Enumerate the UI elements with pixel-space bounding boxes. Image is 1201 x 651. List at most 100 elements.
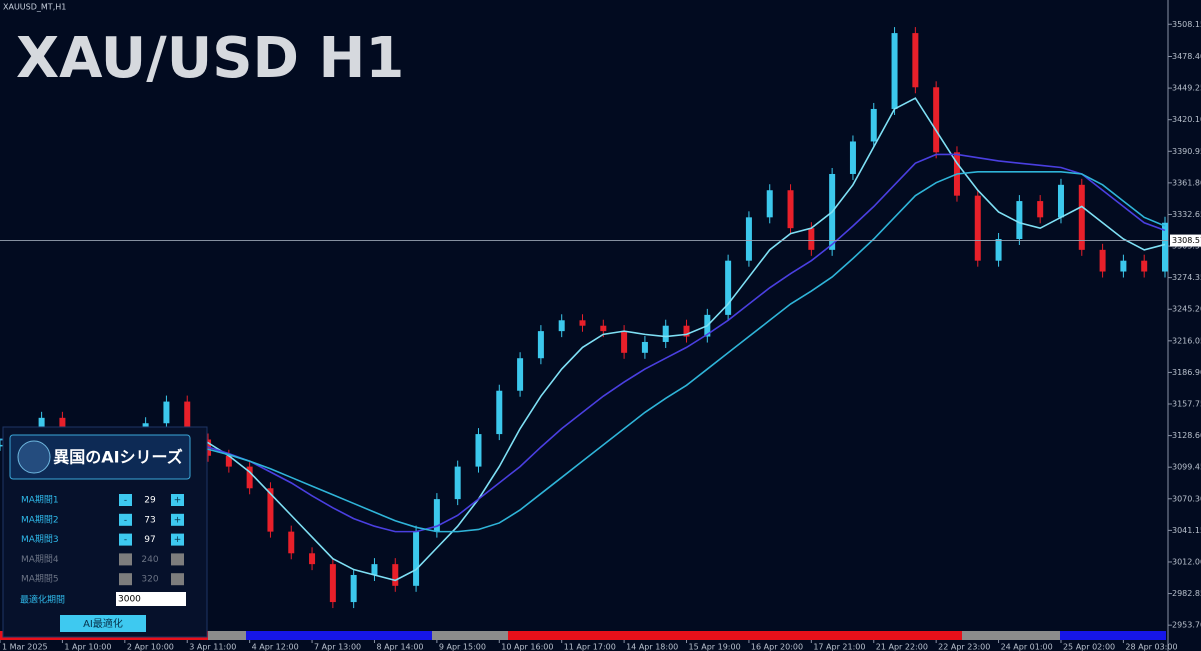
x-tick-label: 8 Apr 14:00 xyxy=(376,643,423,651)
band xyxy=(208,631,246,640)
x-tick-label: 1 Apr 10:00 xyxy=(64,643,111,651)
x-tick-label: 4 Apr 12:00 xyxy=(252,643,299,651)
candle-body xyxy=(454,466,461,500)
candle-body xyxy=(1037,201,1044,218)
x-tick-label: 15 Apr 19:00 xyxy=(689,643,741,651)
candle-body xyxy=(766,190,773,218)
candle-body xyxy=(662,325,669,342)
minus-label: - xyxy=(124,496,127,506)
y-tick-label: 3128.60 xyxy=(1172,431,1201,440)
candle-body xyxy=(870,108,877,142)
candle-body xyxy=(808,228,815,250)
candle-body xyxy=(849,141,856,174)
minus-button[interactable] xyxy=(119,553,132,566)
y-tick-label: 3478.40 xyxy=(1172,52,1201,61)
candle-body xyxy=(496,390,503,435)
candle-body xyxy=(558,320,565,332)
plus-label: + xyxy=(174,515,182,525)
minus-button[interactable] xyxy=(119,494,132,506)
candle-body xyxy=(974,195,981,261)
plus-button[interactable] xyxy=(171,553,184,566)
panel-title: 異国のAIシリーズ xyxy=(53,448,183,467)
ma-value: 320 xyxy=(141,575,158,585)
x-tick-label: 11 Apr 17:00 xyxy=(564,643,616,651)
ma-label: MA期間2 xyxy=(21,514,59,525)
x-tick-label: 24 Apr 01:00 xyxy=(1001,643,1053,651)
candle-body xyxy=(184,401,191,440)
y-tick-label: 3420.10 xyxy=(1172,115,1201,124)
ma-value: 73 xyxy=(144,515,155,525)
y-tick-label: 3245.20 xyxy=(1172,305,1201,314)
optimize-button[interactable] xyxy=(60,615,146,632)
candle-body xyxy=(392,564,399,586)
x-tick-label: 16 Apr 20:00 xyxy=(751,643,803,651)
candle-body xyxy=(995,239,1002,261)
y-tick-label: 3041.15 xyxy=(1172,526,1201,535)
ma-label: MA期間4 xyxy=(21,554,59,565)
ma-label: MA期間5 xyxy=(21,574,59,585)
candle-body xyxy=(246,466,253,489)
plus-button[interactable] xyxy=(171,513,184,526)
minus-button[interactable] xyxy=(119,533,132,546)
candle-body xyxy=(163,401,170,424)
candle-body xyxy=(683,325,690,337)
y-tick-label: 3216.05 xyxy=(1172,336,1201,345)
page-title: XAU/USD H1 xyxy=(16,26,404,91)
y-tick-label: 3070.30 xyxy=(1172,494,1201,503)
candle-body xyxy=(1141,260,1148,272)
optimize-label: AI最適化 xyxy=(83,617,123,630)
minus-button[interactable] xyxy=(119,513,132,526)
minus-button[interactable] xyxy=(119,573,132,586)
symbol-label: XAUUSD_MT,H1 xyxy=(3,3,66,12)
candle-body xyxy=(745,217,752,261)
candle-body xyxy=(59,417,66,435)
control-panel: 異国のAIシリーズ MA期間1 - 29 + MA期間2 - 73 + MA期間3 - 97 + MA期… xyxy=(2,426,208,638)
candle-body xyxy=(267,488,274,532)
plus-button[interactable] xyxy=(171,494,184,506)
candle-body xyxy=(1057,184,1064,218)
candle-body xyxy=(600,325,607,332)
period-input[interactable] xyxy=(116,592,186,606)
period-value: 3000 xyxy=(118,595,141,605)
candle-body xyxy=(350,574,357,603)
ma-value: 97 xyxy=(144,535,155,545)
y-tick-label: 3508.15 xyxy=(1172,20,1201,29)
candle-body xyxy=(787,190,794,229)
ma-value: 29 xyxy=(144,496,156,506)
minus-label: - xyxy=(124,535,127,545)
plus-button[interactable] xyxy=(171,573,184,586)
plus-button[interactable] xyxy=(171,533,184,546)
x-tick-label: 10 Apr 16:00 xyxy=(501,643,553,651)
x-tick-label: 1 Mar 2025 xyxy=(2,643,48,651)
candle-body xyxy=(288,531,295,554)
candle-body xyxy=(517,358,524,391)
x-tick-label: 3 Apr 11:00 xyxy=(189,643,236,651)
ma-label: MA期間3 xyxy=(21,534,59,545)
plus-label: + xyxy=(174,496,182,506)
candle-body xyxy=(1078,184,1085,250)
band xyxy=(246,631,432,640)
candle-body xyxy=(433,499,440,532)
candle-body xyxy=(38,417,45,435)
x-tick-label: 7 Apr 13:00 xyxy=(314,643,361,651)
banner-icon xyxy=(17,440,51,474)
current-price-box xyxy=(1170,234,1201,247)
x-tick-label: 2 Apr 10:00 xyxy=(127,643,174,651)
candle-body xyxy=(537,331,544,359)
x-tick-label: 25 Apr 02:00 xyxy=(1063,643,1115,651)
y-tick-label: 2953.70 xyxy=(1172,621,1201,630)
x-tick-label: 28 Apr 03:00 xyxy=(1125,643,1177,651)
candle-body xyxy=(309,553,316,565)
y-tick-label: 3332.65 xyxy=(1172,210,1201,219)
x-tick-label: 17 Apr 21:00 xyxy=(813,643,865,651)
y-tick-label: 3274.35 xyxy=(1172,273,1201,282)
candle-body xyxy=(641,341,648,353)
candle-body xyxy=(621,331,628,353)
band xyxy=(962,631,1060,640)
x-tick-label: 14 Apr 18:00 xyxy=(626,643,678,651)
candle-body xyxy=(933,87,940,153)
y-tick-label: 3099.45 xyxy=(1172,463,1201,472)
x-tick-label: 9 Apr 15:00 xyxy=(439,643,486,651)
